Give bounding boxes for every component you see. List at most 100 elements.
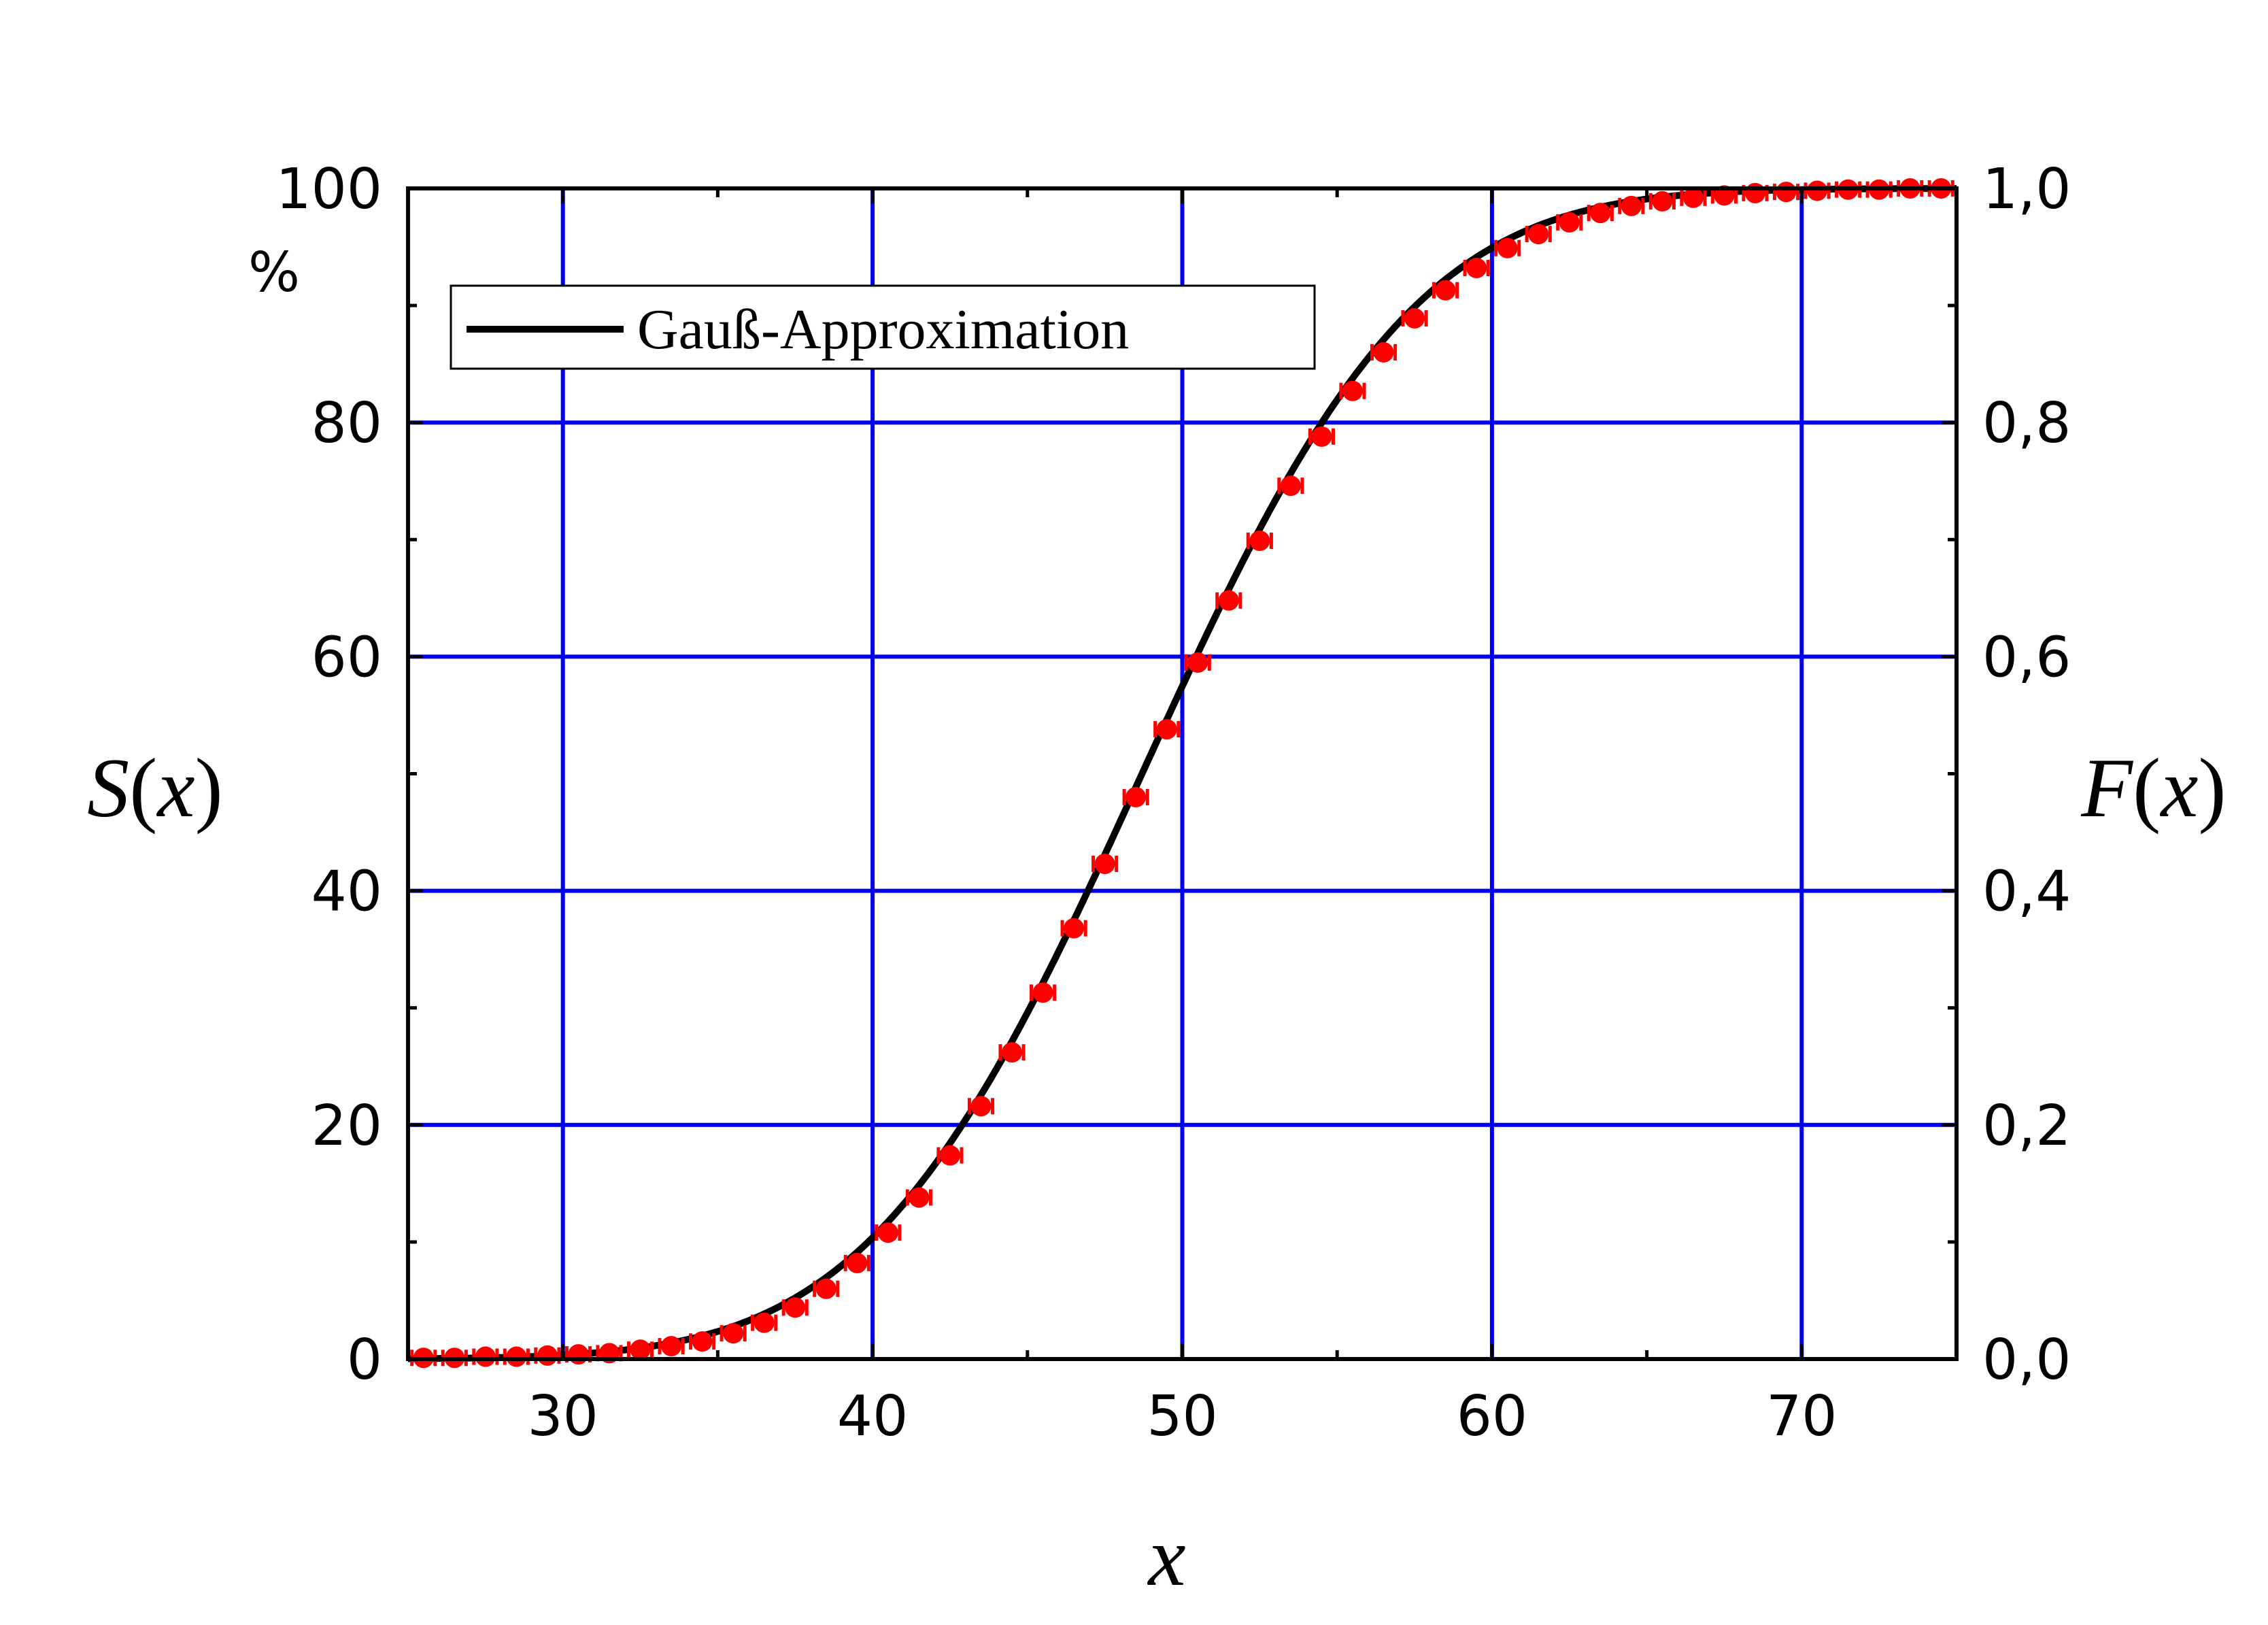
- y-left-tick-labels: 0 20 40 60 80 100: [275, 157, 382, 1392]
- x-axis-title: x: [1147, 1510, 1185, 1603]
- data-point-marker: [1280, 475, 1301, 497]
- y-left-tick-label: 0: [347, 1328, 382, 1392]
- data-point-marker: [1125, 786, 1147, 807]
- data-point-marker: [1652, 190, 1673, 212]
- data-point: [1122, 786, 1149, 807]
- data-point: [781, 1297, 809, 1318]
- data-point: [905, 1187, 932, 1208]
- y-left-tick-label: 40: [311, 860, 382, 924]
- data-point: [1091, 854, 1119, 875]
- data-point: [1370, 341, 1398, 363]
- data-point: [998, 1042, 1026, 1063]
- y-right-tick-label: 0,0: [1982, 1328, 2071, 1392]
- x-tick-label: 40: [837, 1384, 908, 1449]
- legend: Gauß-Approximation: [450, 284, 1316, 370]
- data-point-marker: [754, 1312, 775, 1333]
- data-point: [472, 1346, 499, 1367]
- data-point: [1494, 237, 1521, 258]
- y-right-axis-title: F(x): [2080, 741, 2226, 835]
- data-point: [1308, 426, 1336, 447]
- data-point-marker: [1156, 719, 1177, 740]
- data-point-marker: [692, 1331, 713, 1352]
- data-point-marker: [661, 1336, 682, 1357]
- data-point: [1648, 190, 1676, 212]
- data-point: [1680, 187, 1707, 208]
- legend-label-gauss: Gauß-Approximation: [637, 298, 1129, 361]
- data-point: [1587, 203, 1614, 224]
- data-point: [1618, 195, 1645, 216]
- y-right-tick-labels: 0,0 0,2 0,4 0,6 0,8 1,0: [1982, 157, 2071, 1392]
- data-point: [1804, 180, 1831, 201]
- data-point-marker: [506, 1346, 527, 1367]
- data-point-marker: [785, 1297, 806, 1318]
- data-point-marker: [1311, 426, 1332, 447]
- x-tick-labels: 30 40 50 60 70: [528, 1384, 1838, 1449]
- data-point-marker: [877, 1222, 898, 1243]
- x-tick-label: 30: [528, 1384, 598, 1449]
- data-point: [1525, 224, 1552, 245]
- data-point-marker: [1776, 182, 1797, 203]
- data-point-marker: [847, 1252, 868, 1273]
- data-point-marker: [1218, 590, 1239, 611]
- data-point: [1246, 531, 1273, 552]
- data-point: [1029, 982, 1057, 1003]
- data-point-marker: [1466, 258, 1487, 279]
- data-point: [1463, 258, 1490, 279]
- data-point: [1215, 590, 1242, 611]
- y-right-tick-label: 0,2: [1982, 1094, 2071, 1158]
- y-left-tick-label: 100: [275, 157, 382, 222]
- data-point: [503, 1346, 530, 1367]
- data-point: [1153, 719, 1181, 740]
- data-point: [843, 1252, 870, 1273]
- x-tick-label: 50: [1147, 1384, 1217, 1449]
- data-point-marker: [630, 1339, 651, 1360]
- data-point-marker: [1373, 341, 1394, 363]
- data-point-marker: [1528, 224, 1549, 245]
- data-point: [1432, 280, 1459, 301]
- data-point-marker: [723, 1323, 744, 1344]
- data-point-marker: [1590, 203, 1611, 224]
- x-tick-label: 70: [1766, 1384, 1837, 1449]
- data-point-marker: [970, 1096, 992, 1117]
- y-right-tick-label: 0,4: [1982, 860, 2071, 924]
- data-point: [689, 1331, 716, 1352]
- y-left-tick-label: 20: [311, 1094, 382, 1158]
- data-point-marker: [1094, 854, 1115, 875]
- data-point: [720, 1323, 747, 1344]
- grid-lines: [408, 188, 1957, 1359]
- y-left-axis-title: S(x): [87, 741, 223, 835]
- data-point-marker: [568, 1344, 589, 1365]
- data-point: [1556, 212, 1583, 233]
- data-point-marker: [1682, 187, 1704, 208]
- data-point-marker: [1559, 212, 1580, 233]
- data-point: [751, 1312, 778, 1333]
- data-point-marker: [1187, 652, 1208, 673]
- y-right-tick-label: 0,6: [1982, 625, 2071, 690]
- data-point: [813, 1278, 840, 1299]
- data-point-marker: [1404, 308, 1425, 329]
- data-point-marker: [939, 1145, 960, 1166]
- data-point-marker: [1807, 180, 1828, 201]
- data-point: [658, 1336, 685, 1357]
- data-point-marker: [1002, 1042, 1023, 1063]
- data-point: [1277, 475, 1304, 497]
- data-point: [1401, 308, 1428, 329]
- data-point-marker: [537, 1345, 558, 1366]
- data-point: [626, 1339, 654, 1360]
- y-left-tick-label: 60: [311, 625, 382, 690]
- data-point-marker: [1497, 237, 1518, 258]
- y-left-unit-label: %: [248, 241, 300, 304]
- y-left-tick-label: 80: [311, 391, 382, 456]
- data-point-marker: [815, 1278, 836, 1299]
- data-point-marker: [1064, 918, 1085, 939]
- data-points-layer: [410, 178, 1954, 1369]
- data-point-marker: [1744, 182, 1765, 203]
- data-point: [1060, 918, 1087, 939]
- x-tick-label: 60: [1457, 1384, 1527, 1449]
- y-right-tick-label: 1,0: [1982, 157, 2071, 222]
- data-point-marker: [1249, 531, 1270, 552]
- plot-frame: [406, 186, 1959, 1361]
- data-point-marker: [909, 1187, 930, 1208]
- data-point-marker: [1435, 280, 1456, 301]
